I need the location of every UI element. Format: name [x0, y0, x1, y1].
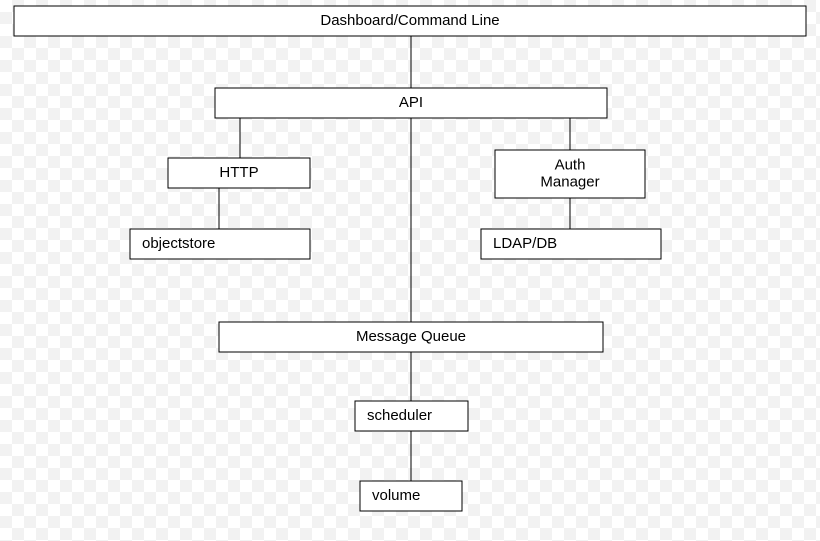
node-mq: Message Queue [219, 322, 603, 352]
node-api: API [215, 88, 607, 118]
node-volume: volume [360, 481, 462, 511]
node-objectstore: objectstore [130, 229, 310, 259]
svg-text:Dashboard/Command Line: Dashboard/Command Line [320, 12, 499, 29]
node-http: HTTP [168, 158, 310, 188]
node-scheduler: scheduler [355, 401, 468, 431]
svg-text:HTTP: HTTP [219, 164, 258, 181]
svg-text:scheduler: scheduler [367, 407, 432, 424]
svg-text:objectstore: objectstore [142, 235, 215, 252]
node-auth: AuthManager [495, 150, 645, 198]
svg-text:Message Queue: Message Queue [356, 328, 466, 345]
node-dashboard: Dashboard/Command Line [14, 6, 806, 36]
node-ldap: LDAP/DB [481, 229, 661, 259]
svg-text:volume: volume [372, 487, 420, 504]
svg-text:LDAP/DB: LDAP/DB [493, 235, 557, 252]
svg-text:API: API [399, 94, 423, 111]
